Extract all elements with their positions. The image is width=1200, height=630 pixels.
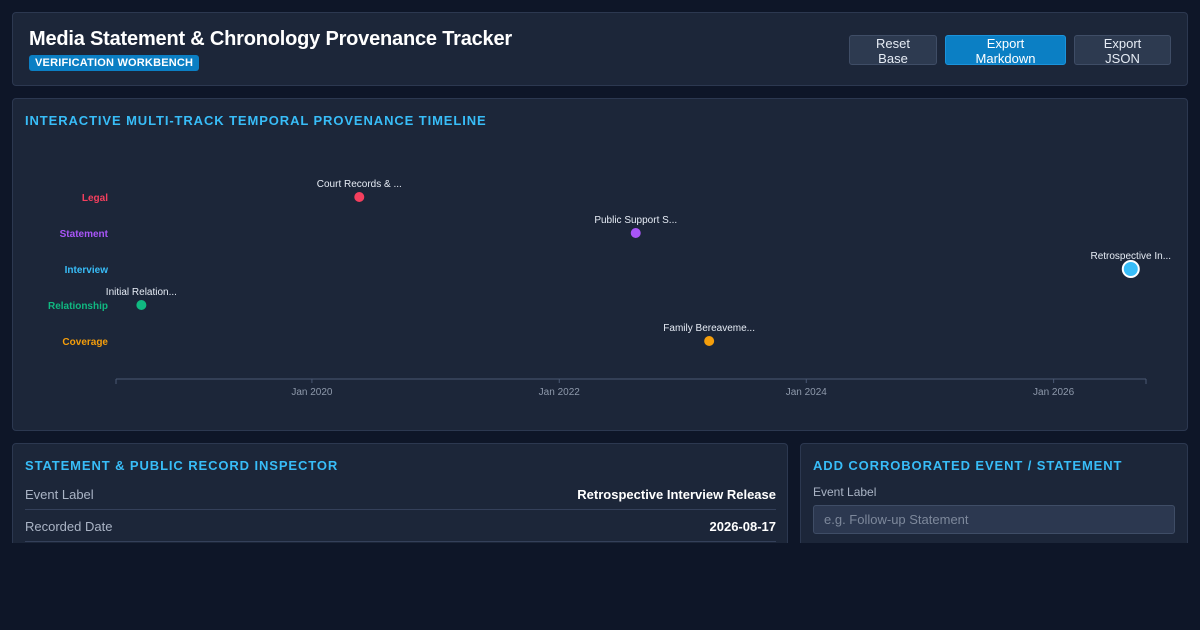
timeline-panel: INTERACTIVE MULTI-TRACK TEMPORAL PROVENA… xyxy=(12,98,1188,431)
track-label-legal: Legal xyxy=(82,193,108,204)
inspector-row-event-label: Event Label Retrospective Interview Rele… xyxy=(25,478,776,510)
add-event-panel: ADD CORROBORATED EVENT / STATEMENT Event… xyxy=(800,443,1188,553)
track-label-statement: Statement xyxy=(60,229,109,240)
track-label-relationship: Relationship xyxy=(48,301,108,312)
event-marker-selected[interactable] xyxy=(1121,260,1140,278)
event-marker[interactable] xyxy=(136,300,147,310)
event-marker[interactable] xyxy=(630,228,641,238)
track-label-interview: Interview xyxy=(65,265,109,276)
track-label-coverage: Coverage xyxy=(62,337,108,348)
timeline-tick-label: Jan 2024 xyxy=(786,387,828,398)
timeline-tick-label: Jan 2022 xyxy=(539,387,581,398)
event-marker[interactable] xyxy=(354,192,365,202)
add-event-title: ADD CORROBORATED EVENT / STATEMENT xyxy=(813,458,1123,473)
event-marker[interactable] xyxy=(704,336,715,346)
event-label-input[interactable] xyxy=(813,505,1175,534)
inspector-value: 2026-08-17 xyxy=(709,519,777,534)
export-markdown-button[interactable]: Export Markdown xyxy=(945,35,1066,66)
timeline-title: INTERACTIVE MULTI-TRACK TEMPORAL PROVENA… xyxy=(25,113,487,128)
inspector-key: Recorded Date xyxy=(25,519,113,534)
timeline-tick-label: Jan 2026 xyxy=(1033,387,1075,398)
viewport-cutoff xyxy=(0,543,1200,630)
app-title: Media Statement & Chronology Provenance … xyxy=(29,28,512,50)
workbench-badge: VERIFICATION WORKBENCH xyxy=(29,55,200,71)
inspector-row-recorded-date: Recorded Date 2026-08-17 xyxy=(25,510,776,542)
reset-base-button[interactable]: Reset Base xyxy=(849,35,937,66)
event-label: Retrospective In... xyxy=(1090,251,1171,262)
event-label: Court Records & ... xyxy=(317,179,402,190)
app-header: Media Statement & Chronology Provenance … xyxy=(12,12,1188,86)
event-label: Initial Relation... xyxy=(106,287,177,298)
timeline-tick-label: Jan 2020 xyxy=(291,387,333,398)
inspector-value: Retrospective Interview Release xyxy=(577,487,776,502)
event-label-field-label: Event Label xyxy=(813,485,877,499)
inspector-panel: STATEMENT & PUBLIC RECORD INSPECTOR Even… xyxy=(12,443,788,553)
inspector-key: Event Label xyxy=(25,487,94,502)
timeline-chart[interactable]: Jan 2020 Jan 2022 Jan 2024 Jan 2026 Legal Sta… xyxy=(13,99,1189,432)
inspector-title: STATEMENT & PUBLIC RECORD INSPECTOR xyxy=(25,458,339,473)
event-label: Family Bereaveme... xyxy=(663,323,755,334)
event-label: Public Support S... xyxy=(594,215,677,226)
export-json-button[interactable]: Export JSON xyxy=(1074,35,1171,66)
